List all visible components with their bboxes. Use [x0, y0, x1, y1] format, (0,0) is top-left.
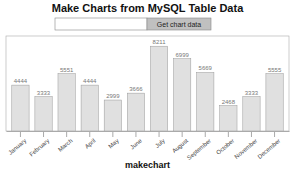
x-tick-label: January: [7, 138, 27, 156]
button-box[interactable]: [147, 18, 211, 30]
x-tick-mark: [274, 131, 275, 137]
data-label: 4444: [83, 78, 97, 84]
bar: [58, 74, 75, 131]
bar: [243, 97, 260, 131]
data-label: 2999: [106, 93, 120, 99]
x-tick-label: November: [233, 138, 258, 160]
data-label: 5555: [268, 67, 282, 73]
x-tick: January: [7, 131, 27, 156]
bar: [127, 93, 144, 131]
x-axis-line: [7, 131, 290, 132]
x-tick-label: October: [215, 138, 235, 156]
bars: [12, 46, 283, 131]
x-tick-mark: [66, 131, 67, 137]
bar: [12, 85, 29, 131]
bar: [104, 100, 121, 131]
x-tick-mark: [112, 131, 113, 137]
x-tick-label: August: [171, 137, 189, 154]
bar: [266, 74, 283, 131]
x-tick-label: December: [256, 138, 281, 160]
data-label: 5669: [199, 65, 213, 71]
x-tick-mark: [135, 131, 136, 137]
x-tick: July: [154, 131, 166, 149]
x-tick-mark: [251, 131, 252, 137]
x-tick: June: [129, 131, 143, 150]
bar: [81, 85, 98, 131]
x-tick-label: September: [186, 138, 212, 161]
data-label: 3333: [37, 90, 51, 96]
x-tick: March: [57, 131, 74, 153]
x-tick: September: [186, 131, 212, 161]
x-tick: May: [107, 131, 120, 149]
data-label: 5551: [60, 67, 74, 73]
x-tick: February: [28, 131, 50, 158]
bar: [220, 106, 237, 131]
x-tick-mark: [89, 131, 90, 137]
x-tick-label: February: [28, 138, 50, 158]
x-tick-mark: [159, 131, 160, 137]
chart-root: Make Charts from MySQL Table Data Get cha…: [0, 0, 295, 171]
x-tick-mark: [228, 131, 229, 137]
x-tick: November: [233, 131, 258, 160]
x-tick-mark: [20, 131, 21, 137]
data-label: 4444: [14, 78, 28, 84]
data-label: 8211: [153, 39, 167, 45]
bar: [35, 97, 52, 131]
x-tick: August: [171, 131, 189, 154]
x-tick: April: [84, 131, 97, 150]
bar: [197, 72, 214, 131]
x-tick-label: June: [129, 137, 143, 150]
x-tick-label: July: [154, 138, 166, 149]
x-tick-mark: [43, 131, 44, 137]
x-axis-title: makechart: [125, 160, 170, 170]
button-label[interactable]: Get chart data: [157, 21, 201, 28]
data-label: 3666: [129, 86, 143, 92]
x-tick-label: May: [107, 138, 120, 150]
input-box[interactable]: [55, 18, 147, 30]
bar: [173, 59, 190, 131]
data-label: 3333: [245, 90, 259, 96]
data-label: 6999: [175, 52, 189, 58]
x-tick-mark: [205, 131, 206, 137]
bar: [150, 46, 167, 131]
x-tick-label: March: [57, 138, 74, 153]
x-tick-label: April: [84, 138, 97, 150]
x-tick-mark: [182, 131, 183, 137]
x-tick: December: [256, 131, 281, 160]
plot: 4444 3333 5551 4444 2999 3666 8211 6999 5669 2468…: [6, 36, 290, 161]
data-labels: 4444 3333 5551 4444 2999 3666 8211 6999 5669 2468…: [14, 39, 282, 104]
x-axis: JanuaryFebruary March April May June July Augu…: [7, 131, 290, 161]
title: Make Charts from MySQL Table Data: [52, 2, 244, 14]
x-tick: October: [215, 131, 235, 156]
plot-frame: [6, 36, 289, 131]
data-label: 2468: [222, 99, 236, 105]
button[interactable]: Get chart data: [147, 18, 211, 30]
